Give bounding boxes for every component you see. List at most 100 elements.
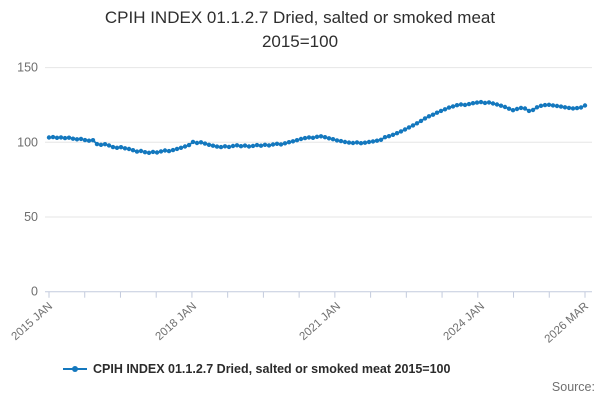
data-point-marker: [302, 135, 308, 141]
data-point-marker: [262, 142, 268, 147]
chart-title-line2: 2015=100: [261, 32, 339, 51]
data-point-marker: [406, 125, 412, 130]
data-point-marker: [274, 141, 280, 146]
data-point-marker: [330, 137, 336, 142]
data-point-marker: [86, 138, 92, 143]
data-point-marker: [66, 135, 72, 140]
data-point-marker: [270, 142, 276, 147]
data-point-marker: [526, 108, 532, 114]
data-point-marker: [550, 103, 556, 108]
series-line: [48, 101, 586, 154]
data-point-marker: [370, 139, 376, 144]
data-point-marker: [374, 138, 380, 143]
data-point-marker: [334, 138, 340, 143]
data-point-marker: [94, 141, 100, 147]
data-point-marker: [434, 110, 440, 115]
data-point-marker: [470, 101, 476, 106]
data-point-marker: [138, 148, 144, 154]
data-point-marker: [102, 142, 108, 147]
data-point-marker: [90, 138, 96, 143]
data-point-marker: [54, 135, 60, 140]
data-point-marker: [258, 143, 264, 148]
data-point-marker: [310, 135, 316, 140]
data-point-marker: [286, 140, 292, 145]
data-point-marker: [430, 112, 436, 117]
data-point-marker: [342, 139, 348, 145]
y-axis-tick-label: 0: [31, 285, 38, 299]
legend-label: CPIH INDEX 01.1.2.7 Dried, salted or smo…: [93, 362, 451, 376]
data-point-marker: [518, 105, 524, 111]
source-label: Source:: [551, 380, 595, 394]
data-point-marker: [242, 143, 248, 148]
data-point-marker: [170, 147, 176, 153]
data-point-marker: [562, 105, 568, 110]
x-axis-tick-label: 2021 JAN: [297, 300, 343, 343]
data-point-marker: [366, 139, 372, 145]
x-axis-tick-label: 2026 MAR: [543, 300, 591, 345]
data-point-marker: [194, 140, 200, 146]
data-point-marker: [182, 144, 188, 149]
data-point-marker: [266, 143, 272, 148]
data-point-marker: [566, 105, 572, 111]
data-point-marker: [210, 143, 216, 148]
data-point-marker: [174, 146, 180, 152]
data-point-marker: [422, 116, 428, 121]
data-point-marker: [158, 149, 164, 154]
data-point-marker: [450, 104, 456, 109]
data-point-marker: [390, 132, 396, 137]
data-point-marker: [214, 144, 220, 149]
data-point-marker: [218, 144, 224, 150]
data-point-marker: [234, 143, 240, 148]
data-point-marker: [278, 142, 284, 147]
data-point-marker: [462, 102, 468, 108]
data-point-marker: [578, 105, 584, 110]
data-point-marker: [466, 101, 472, 107]
data-point-marker: [350, 140, 356, 146]
data-point-marker: [150, 149, 156, 155]
data-point-marker: [554, 103, 560, 109]
data-point-marker: [186, 142, 192, 148]
data-point-marker: [198, 140, 204, 145]
data-point-marker: [98, 142, 104, 147]
data-point-marker: [530, 107, 536, 113]
data-point-marker: [322, 135, 328, 140]
data-point-marker: [298, 136, 304, 142]
data-point-marker: [318, 134, 324, 139]
y-axis-tick-label: 100: [17, 135, 38, 149]
data-point-marker: [546, 102, 552, 107]
data-point-marker: [482, 100, 488, 106]
data-point-marker: [106, 143, 112, 148]
data-point-marker: [490, 101, 496, 106]
data-point-marker: [558, 104, 564, 109]
data-point-marker: [362, 140, 368, 145]
y-axis-tick-label: 50: [24, 210, 38, 224]
data-point-marker: [250, 143, 256, 149]
data-point-marker: [426, 114, 432, 119]
data-point-marker: [542, 102, 548, 108]
data-point-marker: [582, 103, 588, 108]
data-point-marker: [82, 137, 88, 143]
legend-line-marker-icon: [63, 366, 87, 372]
data-point-marker: [46, 135, 52, 140]
data-point-marker: [402, 127, 408, 132]
data-point-marker: [446, 105, 452, 110]
data-point-marker: [78, 136, 84, 142]
data-point-marker: [126, 146, 132, 152]
data-point-marker: [306, 135, 312, 140]
data-point-marker: [146, 150, 152, 155]
data-point-marker: [226, 144, 232, 150]
data-point-marker: [134, 149, 140, 154]
data-point-marker: [50, 134, 56, 140]
data-point-marker: [122, 146, 128, 151]
data-point-marker: [58, 135, 64, 140]
legend-item-cpih-series[interactable]: CPIH INDEX 01.1.2.7 Dried, salted or smo…: [62, 362, 450, 376]
data-point-marker: [358, 141, 364, 146]
data-point-marker: [74, 137, 80, 142]
data-point-marker: [574, 105, 580, 111]
data-point-marker: [294, 138, 300, 143]
data-point-marker: [202, 141, 208, 146]
chart-title-line1: CPIH INDEX 01.1.2.7 Dried, salted or smo…: [104, 8, 496, 27]
data-point-marker: [118, 145, 124, 150]
